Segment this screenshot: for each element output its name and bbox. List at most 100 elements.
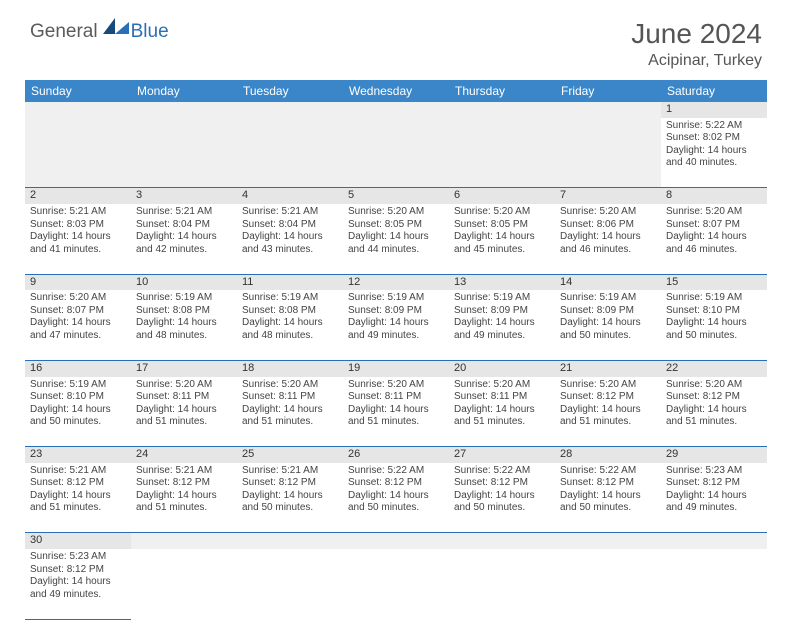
day-cell <box>237 549 343 619</box>
day-details: Sunrise: 5:20 AMSunset: 8:12 PMDaylight:… <box>666 379 762 429</box>
day-cell <box>343 118 449 188</box>
day-cell <box>449 549 555 619</box>
day-cell <box>25 118 131 188</box>
weekday-header: Saturday <box>661 80 767 102</box>
day-cell <box>343 549 449 619</box>
day-number-cell: 3 <box>131 188 237 204</box>
month-title: June 2024 <box>631 18 762 50</box>
day-number-cell: 26 <box>343 447 449 463</box>
day-number-cell: 22 <box>661 360 767 376</box>
day-number-cell: 19 <box>343 360 449 376</box>
day-cell: Sunrise: 5:20 AMSunset: 8:11 PMDaylight:… <box>449 377 555 447</box>
day-number-cell: 18 <box>237 360 343 376</box>
day-cell: Sunrise: 5:23 AMSunset: 8:12 PMDaylight:… <box>661 463 767 533</box>
location: Acipinar, Turkey <box>631 52 762 70</box>
day-cell: Sunrise: 5:22 AMSunset: 8:02 PMDaylight:… <box>661 118 767 188</box>
day-number-cell <box>237 102 343 118</box>
weekday-header: Tuesday <box>237 80 343 102</box>
weekday-header: Monday <box>131 80 237 102</box>
day-details: Sunrise: 5:20 AMSunset: 8:06 PMDaylight:… <box>560 206 656 256</box>
day-cell: Sunrise: 5:22 AMSunset: 8:12 PMDaylight:… <box>449 463 555 533</box>
day-number-cell: 8 <box>661 188 767 204</box>
day-number-cell <box>237 533 343 549</box>
brand-part1: General <box>30 21 98 43</box>
day-cell <box>237 118 343 188</box>
day-cell: Sunrise: 5:21 AMSunset: 8:03 PMDaylight:… <box>25 204 131 274</box>
day-details: Sunrise: 5:21 AMSunset: 8:04 PMDaylight:… <box>242 206 338 256</box>
day-number-cell <box>449 533 555 549</box>
day-number-cell <box>661 533 767 549</box>
day-cell <box>131 549 237 619</box>
day-details: Sunrise: 5:21 AMSunset: 8:03 PMDaylight:… <box>30 206 126 256</box>
day-details: Sunrise: 5:22 AMSunset: 8:12 PMDaylight:… <box>454 465 550 515</box>
day-details: Sunrise: 5:23 AMSunset: 8:12 PMDaylight:… <box>666 465 762 515</box>
day-details: Sunrise: 5:21 AMSunset: 8:04 PMDaylight:… <box>136 206 232 256</box>
day-cell: Sunrise: 5:20 AMSunset: 8:12 PMDaylight:… <box>661 377 767 447</box>
day-cell: Sunrise: 5:21 AMSunset: 8:12 PMDaylight:… <box>131 463 237 533</box>
day-details: Sunrise: 5:19 AMSunset: 8:10 PMDaylight:… <box>666 292 762 342</box>
day-cell: Sunrise: 5:21 AMSunset: 8:12 PMDaylight:… <box>237 463 343 533</box>
day-cell <box>555 118 661 188</box>
day-number-cell <box>131 533 237 549</box>
day-number-cell: 11 <box>237 274 343 290</box>
day-number-cell: 24 <box>131 447 237 463</box>
day-details: Sunrise: 5:19 AMSunset: 8:09 PMDaylight:… <box>560 292 656 342</box>
day-number-cell <box>555 102 661 118</box>
day-number-cell: 14 <box>555 274 661 290</box>
day-details: Sunrise: 5:23 AMSunset: 8:12 PMDaylight:… <box>30 551 126 601</box>
calendar-header-row: SundayMondayTuesdayWednesdayThursdayFrid… <box>25 80 767 102</box>
day-cell: Sunrise: 5:20 AMSunset: 8:05 PMDaylight:… <box>449 204 555 274</box>
day-cell: Sunrise: 5:21 AMSunset: 8:04 PMDaylight:… <box>237 204 343 274</box>
day-details: Sunrise: 5:22 AMSunset: 8:02 PMDaylight:… <box>666 120 762 170</box>
day-number-cell: 25 <box>237 447 343 463</box>
weekday-header: Thursday <box>449 80 555 102</box>
day-cell: Sunrise: 5:23 AMSunset: 8:12 PMDaylight:… <box>25 549 131 619</box>
logo-flag-icon <box>103 18 129 39</box>
day-cell: Sunrise: 5:19 AMSunset: 8:09 PMDaylight:… <box>343 290 449 360</box>
day-number-cell: 28 <box>555 447 661 463</box>
calendar-table: SundayMondayTuesdayWednesdayThursdayFrid… <box>25 80 767 620</box>
brand-part2: Blue <box>131 21 169 43</box>
day-details: Sunrise: 5:19 AMSunset: 8:08 PMDaylight:… <box>242 292 338 342</box>
day-number-cell <box>343 533 449 549</box>
day-cell <box>661 549 767 619</box>
day-details: Sunrise: 5:19 AMSunset: 8:09 PMDaylight:… <box>348 292 444 342</box>
day-cell: Sunrise: 5:20 AMSunset: 8:11 PMDaylight:… <box>237 377 343 447</box>
day-number-cell: 9 <box>25 274 131 290</box>
day-details: Sunrise: 5:22 AMSunset: 8:12 PMDaylight:… <box>348 465 444 515</box>
day-cell: Sunrise: 5:20 AMSunset: 8:07 PMDaylight:… <box>25 290 131 360</box>
day-number-cell: 7 <box>555 188 661 204</box>
day-cell <box>555 549 661 619</box>
day-number-cell <box>131 102 237 118</box>
day-details: Sunrise: 5:22 AMSunset: 8:12 PMDaylight:… <box>560 465 656 515</box>
day-number-cell: 1 <box>661 102 767 118</box>
day-number-cell: 17 <box>131 360 237 376</box>
day-number-cell: 2 <box>25 188 131 204</box>
day-number-cell: 29 <box>661 447 767 463</box>
day-details: Sunrise: 5:20 AMSunset: 8:05 PMDaylight:… <box>454 206 550 256</box>
day-number-cell: 23 <box>25 447 131 463</box>
day-number-cell: 20 <box>449 360 555 376</box>
day-details: Sunrise: 5:21 AMSunset: 8:12 PMDaylight:… <box>242 465 338 515</box>
weekday-header: Wednesday <box>343 80 449 102</box>
day-cell: Sunrise: 5:19 AMSunset: 8:08 PMDaylight:… <box>131 290 237 360</box>
day-number-cell: 10 <box>131 274 237 290</box>
weekday-header: Friday <box>555 80 661 102</box>
day-details: Sunrise: 5:20 AMSunset: 8:07 PMDaylight:… <box>30 292 126 342</box>
brand-logo: General Blue <box>30 18 169 45</box>
day-details: Sunrise: 5:20 AMSunset: 8:11 PMDaylight:… <box>136 379 232 429</box>
day-cell: Sunrise: 5:20 AMSunset: 8:06 PMDaylight:… <box>555 204 661 274</box>
day-details: Sunrise: 5:20 AMSunset: 8:05 PMDaylight:… <box>348 206 444 256</box>
day-number-cell <box>25 102 131 118</box>
day-number-cell <box>555 533 661 549</box>
day-number-cell: 27 <box>449 447 555 463</box>
day-details: Sunrise: 5:21 AMSunset: 8:12 PMDaylight:… <box>136 465 232 515</box>
day-number-cell: 6 <box>449 188 555 204</box>
day-number-cell: 30 <box>25 533 131 549</box>
day-details: Sunrise: 5:19 AMSunset: 8:10 PMDaylight:… <box>30 379 126 429</box>
day-cell: Sunrise: 5:19 AMSunset: 8:09 PMDaylight:… <box>449 290 555 360</box>
day-number-cell: 5 <box>343 188 449 204</box>
day-cell: Sunrise: 5:22 AMSunset: 8:12 PMDaylight:… <box>555 463 661 533</box>
day-number-cell: 13 <box>449 274 555 290</box>
day-details: Sunrise: 5:20 AMSunset: 8:12 PMDaylight:… <box>560 379 656 429</box>
